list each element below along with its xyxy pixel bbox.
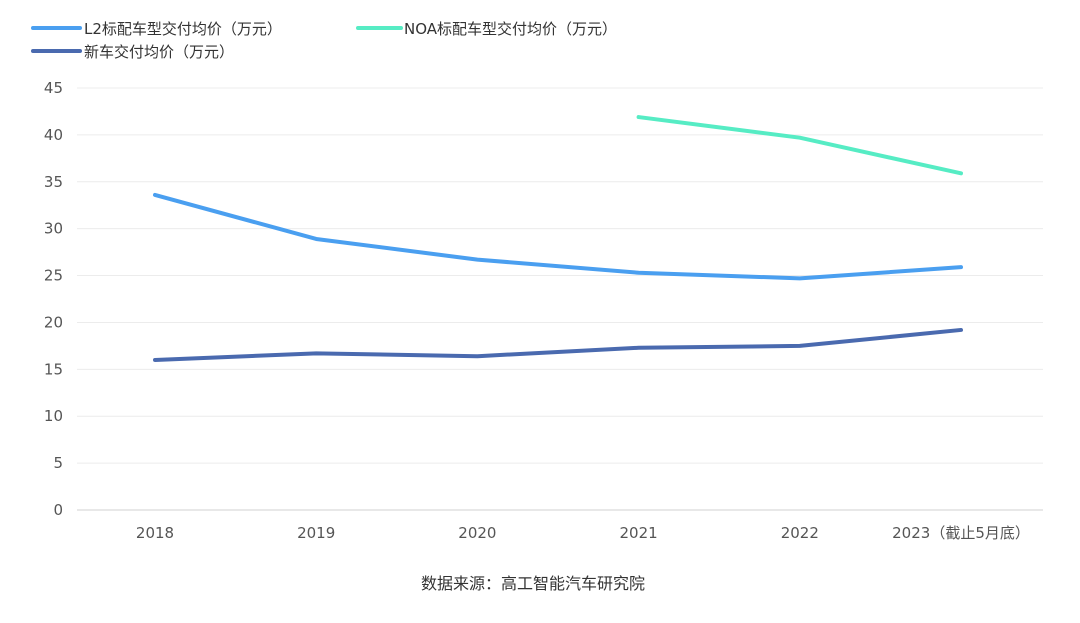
series-lines (153, 115, 963, 362)
y-tick-label: 40 (44, 126, 63, 144)
x-axis-ticks: 2018 2019 2020 2021 2022 2023（截止5月底） (136, 524, 1030, 542)
new-car-price-line (153, 327, 963, 362)
legend-label-new-car: 新车交付均价（万元） (84, 43, 234, 61)
source-note: 数据来源：高工智能汽车研究院 (421, 574, 645, 593)
noa-price-line (636, 115, 963, 176)
x-tick-label: 2021 (620, 524, 658, 542)
y-tick-label: 10 (44, 407, 63, 425)
l2-price-line (153, 192, 963, 281)
y-tick-label: 35 (44, 173, 63, 191)
legend-item-noa: NOA标配车型交付均价（万元） (356, 20, 617, 38)
x-tick-label: 2022 (781, 524, 819, 542)
legend: L2标配车型交付均价（万元） NOA标配车型交付均价（万元） 新车交付均价（万元… (31, 20, 617, 61)
x-tick-label: 2019 (297, 524, 335, 542)
y-axis-ticks: 0 5 10 15 20 25 30 35 40 45 (44, 79, 63, 519)
legend-item-l2: L2标配车型交付均价（万元） (31, 20, 282, 38)
y-tick-label: 15 (44, 360, 63, 378)
legend-item-new-car: 新车交付均价（万元） (31, 43, 234, 61)
x-tick-label: 2023（截止5月底） (892, 524, 1030, 542)
legend-label-noa: NOA标配车型交付均价（万元） (404, 20, 617, 38)
y-tick-label: 30 (44, 220, 63, 238)
y-tick-label: 0 (53, 501, 63, 519)
grid-lines (77, 87, 1043, 511)
y-tick-label: 45 (44, 79, 63, 97)
y-tick-label: 20 (44, 313, 63, 331)
x-tick-label: 2020 (458, 524, 496, 542)
y-tick-label: 25 (44, 267, 63, 285)
x-tick-label: 2018 (136, 524, 174, 542)
legend-label-l2: L2标配车型交付均价（万元） (84, 20, 282, 38)
y-tick-label: 5 (53, 454, 63, 472)
